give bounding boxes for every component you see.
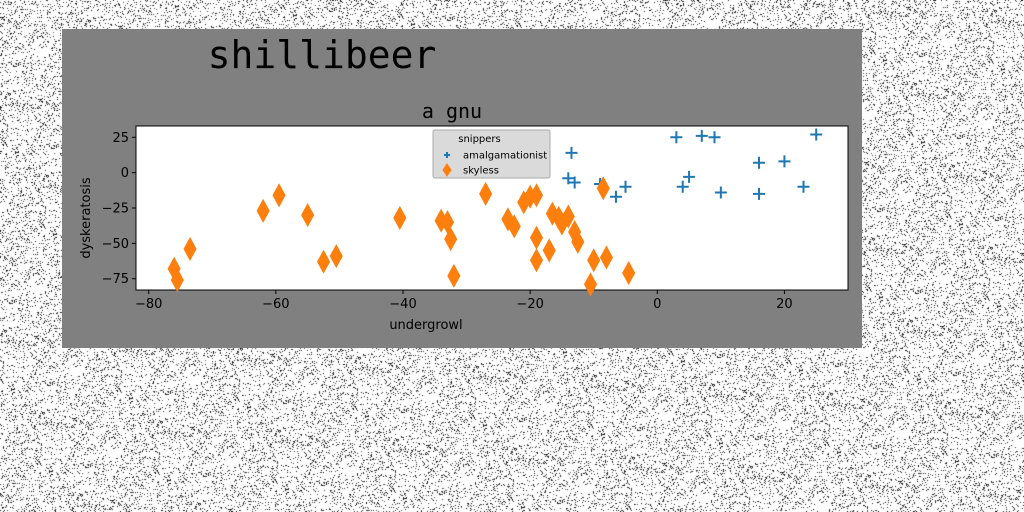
legend-label-amalgamationist: amalgamationist (463, 151, 547, 162)
legend-title: snippers (458, 134, 501, 145)
skyless-point (587, 248, 601, 273)
axis-ticks: −80 −60 −40 −20 0 20 25 0 −25 −50 −75 (102, 131, 793, 312)
series-skyless (167, 176, 636, 297)
scatter-plot: a gnu undergrowl dyskeratosis −80 −60 −40−… (79, 99, 849, 333)
skyless-point (444, 227, 458, 252)
legend-entries: amalgamationist skyless (442, 151, 547, 177)
legend: snippers amalgamationist skyless (432, 129, 551, 179)
amalgamationist-point (609, 190, 622, 203)
skyless-point (393, 205, 407, 230)
skyless-point (599, 245, 613, 270)
x-tick-label: −20 (516, 297, 543, 312)
x-tick-label: −80 (135, 297, 162, 312)
amalgamationist-point (568, 176, 581, 189)
figure-panel: shillibeer a gnu undergrowl dyskeratosis… (62, 29, 862, 348)
amalgamationist-point (676, 180, 689, 193)
amalgamationist-point (683, 170, 696, 183)
amalgamationist-point (797, 180, 810, 193)
y-tick-label: −25 (102, 202, 129, 217)
chart-title: a gnu (422, 99, 482, 123)
legend-box (432, 129, 551, 179)
x-tick-label: 20 (776, 297, 793, 312)
amalgamationist-point (810, 128, 823, 141)
figure-suptitle: shillibeer (207, 33, 437, 77)
skyless-point (447, 263, 461, 288)
y-axis-label: dyskeratosis (79, 177, 94, 259)
skyless-point (316, 249, 331, 274)
y-tick-label: −50 (102, 237, 129, 252)
amalgamationist-point (753, 156, 765, 169)
skyless-point (272, 183, 286, 208)
amalgamationist-point (619, 180, 632, 193)
skyless-point (329, 244, 343, 269)
amalgamationist-point (565, 146, 578, 159)
amalgamationist-point (708, 131, 721, 144)
amalgamationist-point (562, 172, 575, 185)
skyless-point (583, 272, 598, 297)
skyless-point (170, 268, 184, 293)
x-tick-label: −40 (389, 297, 416, 312)
amalgamationist-point (753, 187, 765, 200)
legend-marker-amalgamationist (444, 152, 450, 158)
skyless-point (183, 236, 197, 262)
amalgamationist-point (714, 186, 727, 199)
amalgamationist-point (695, 129, 708, 142)
data-marks (167, 128, 823, 297)
skyless-point (542, 238, 556, 263)
skyless-point (479, 181, 493, 206)
amalgamationist-point (670, 131, 683, 144)
skyless-point (529, 248, 544, 273)
legend-label-skyless: skyless (463, 166, 499, 177)
skyless-point (507, 214, 521, 239)
y-tick-label: 0 (121, 166, 129, 181)
skyless-point (545, 201, 559, 226)
skyless-point (596, 176, 610, 201)
amalgamationist-point (778, 155, 791, 168)
y-tick-label: −75 (102, 272, 129, 287)
skyless-point (256, 198, 270, 223)
skyless-point (622, 260, 636, 286)
skyless-point (561, 204, 575, 229)
skyless-point (571, 229, 585, 254)
x-axis-label: undergrowl (389, 318, 462, 333)
skyless-point (301, 203, 315, 228)
y-tick-label: 25 (112, 131, 129, 146)
x-tick-label: −60 (262, 297, 289, 312)
x-tick-label: 0 (653, 297, 661, 312)
legend-marker-skyless (442, 163, 452, 177)
skyless-point (529, 183, 544, 208)
